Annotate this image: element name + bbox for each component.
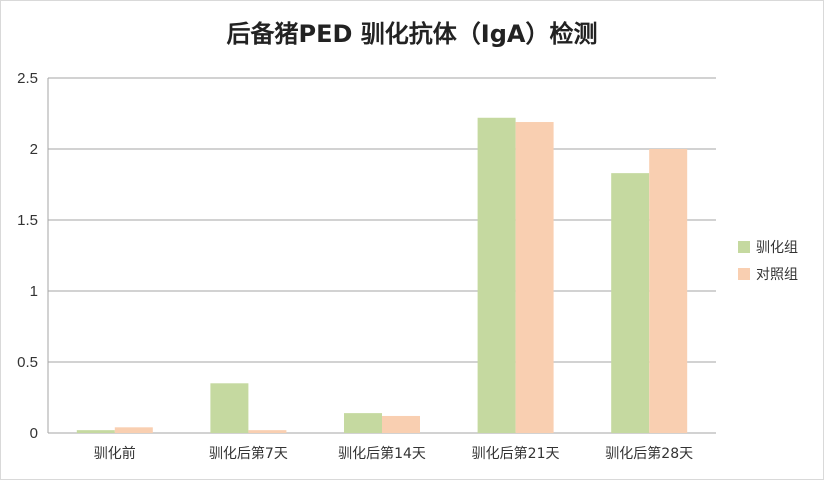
legend-label-series-2: 对照组 <box>756 267 798 283</box>
grid-lines <box>47 77 716 434</box>
bars <box>76 117 688 434</box>
legend-swatch-series-2 <box>738 268 750 280</box>
bar-series-1-cat-4 <box>477 117 516 433</box>
bar-series-1-cat-2 <box>210 383 249 433</box>
y-axis-ticks: 0 0.5 1 1.5 2 2.5 <box>17 70 38 442</box>
x-axis-categories: 驯化前 驯化后第7天 驯化后第14天 驯化后第21天 驯化后第28天 <box>94 445 693 462</box>
y-tick-label: 1.5 <box>17 212 38 229</box>
bar-series-1-cat-3 <box>344 413 382 433</box>
bar-series-1-cat-5 <box>611 173 650 433</box>
x-category-label: 驯化后第14天 <box>338 445 426 462</box>
legend: 驯化组 对照组 <box>738 240 798 283</box>
legend-swatch-series-1 <box>738 241 750 253</box>
bar-series-2-cat-2 <box>248 430 287 433</box>
bar-series-2-cat-4 <box>515 122 554 434</box>
y-tick-label: 0 <box>30 425 38 442</box>
y-tick-label: 0.5 <box>17 354 38 371</box>
y-tick-label: 2 <box>30 141 38 158</box>
x-category-label: 驯化前 <box>94 445 136 462</box>
x-category-label: 驯化后第28天 <box>605 445 693 462</box>
y-tick-label: 2.5 <box>17 70 38 87</box>
bar-series-1-cat-1 <box>76 430 115 433</box>
bar-series-2-cat-1 <box>114 427 153 433</box>
x-category-label: 驯化后第21天 <box>472 445 560 462</box>
y-tick-label: 1 <box>30 283 38 300</box>
bar-series-2-cat-3 <box>382 415 420 433</box>
bar-series-2-cat-5 <box>649 149 688 433</box>
x-category-label: 驯化后第7天 <box>209 445 288 462</box>
chart-title: 后备猪PED 驯化抗体（IgA）检测 <box>226 20 598 48</box>
legend-label-series-1: 驯化组 <box>756 240 798 256</box>
